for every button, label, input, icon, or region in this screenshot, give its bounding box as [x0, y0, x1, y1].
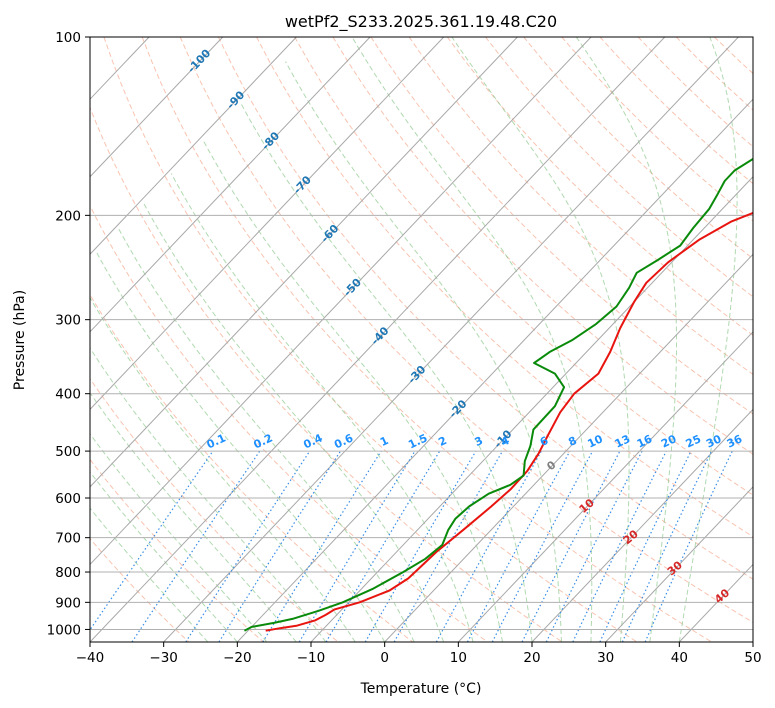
y-tick-label: 1000 — [47, 622, 81, 638]
y-tick-label: 500 — [55, 444, 81, 460]
x-axis-label: Temperature (°C) — [360, 681, 482, 697]
moist-adiabat-line — [241, 104, 533, 642]
isotherm-line — [90, 37, 518, 488]
y-tick-label: 600 — [55, 491, 81, 507]
isotherm-line — [384, 253, 753, 642]
y-tick-label: 300 — [55, 313, 81, 329]
dry-adiabat-line — [370, 37, 753, 415]
moist-adiabat-line — [351, 37, 593, 642]
y-tick-label: 200 — [55, 208, 81, 224]
y-tick-label: 900 — [55, 595, 81, 611]
dry-adiabat-line — [90, 458, 264, 642]
mixing-ratio-line — [298, 450, 416, 642]
y-tick-label: 100 — [55, 30, 81, 46]
isotherm-line — [605, 486, 753, 642]
chart-title: wetPf2_S233.2025.361.19.48.C20 — [285, 12, 557, 32]
y-tick-label: 700 — [55, 531, 81, 547]
mixing-ratio-label: 10 — [586, 432, 606, 450]
isotherm-line — [90, 37, 297, 256]
x-tick-label: 50 — [744, 650, 761, 666]
x-tick-label: 0 — [380, 650, 389, 666]
line-labels: -100-90-80-70-60-50-40-30-20-100.1 0.2 0.4… — [185, 46, 745, 606]
mixing-ratio-line — [393, 450, 504, 642]
x-tick-label: −40 — [76, 650, 105, 666]
moist-adiabat-line — [678, 37, 738, 642]
mixing-ratio-line — [90, 450, 214, 631]
mixing-ratio-label: 36 — [725, 432, 745, 450]
mixing-ratio-label: 16 — [635, 432, 655, 450]
profile-series — [243, 157, 753, 632]
dry-adiabat-line — [90, 204, 488, 642]
dry-adiabat-line — [446, 37, 753, 336]
moist-adiabat-line — [170, 173, 474, 642]
isotherm-line — [531, 408, 753, 642]
x-tick-label: −20 — [223, 650, 252, 666]
isotherm-line — [457, 331, 753, 642]
isotherm-line — [90, 37, 666, 642]
mixing-ratio-label: 25 — [684, 432, 703, 450]
moist-adiabat-line — [142, 201, 445, 642]
dry-adiabat-line — [141, 37, 712, 642]
dry-adiabat-line — [179, 37, 753, 623]
mixing-ratio-line — [131, 450, 261, 642]
isotherm-line — [163, 37, 739, 642]
axes: −40 −30 −20 −10 0 10 20 30 40 50 100 200 300 400 500 60… — [47, 30, 762, 666]
moist-adiabat-line — [90, 432, 268, 642]
dry-adiabat-line — [103, 37, 638, 642]
mixing-ratio-line — [262, 450, 382, 642]
moist-adiabat-line — [575, 37, 677, 642]
dewpoint-line — [243, 157, 753, 632]
x-tick-label: 10 — [450, 650, 467, 666]
y-axis-label: Pressure (hPa) — [12, 290, 28, 390]
dry-adiabat-line — [485, 37, 753, 298]
mixing-ratio-line — [466, 450, 571, 642]
isotherm-line — [90, 37, 445, 411]
y-tick-label: 400 — [55, 387, 81, 403]
moist-adiabat-line — [285, 61, 562, 642]
dry-adiabat-line — [90, 106, 563, 642]
mixing-ratio-label: 20 — [659, 432, 679, 450]
mixing-ratio-line — [644, 450, 733, 642]
mixing-ratio-line — [545, 450, 643, 642]
moist-adiabat-line — [95, 251, 386, 642]
x-tick-label: −30 — [149, 650, 178, 666]
mixing-ratio-label: 30 — [704, 432, 724, 450]
isotherm-line — [90, 37, 371, 333]
mixing-ratio-label: 13 — [613, 432, 632, 450]
y-tick-label: 800 — [55, 565, 81, 581]
mixing-ratio-line — [572, 450, 667, 642]
moist-adiabat-line — [451, 37, 630, 642]
isotherm-line — [236, 98, 753, 642]
x-tick-label: −10 — [297, 650, 326, 666]
x-tick-label: 40 — [671, 650, 688, 666]
mixing-ratio-line — [185, 450, 311, 642]
moist-adiabat-line — [90, 471, 238, 642]
dry-adiabat-line — [332, 37, 753, 455]
plot-frame — [89, 36, 754, 643]
pressure-gridlines — [90, 37, 753, 630]
isotherm-line — [90, 37, 592, 566]
isotherm-line — [310, 176, 753, 642]
mixing-ratio-line — [435, 450, 542, 642]
x-tick-label: 20 — [523, 650, 540, 666]
mixing-ratio-line — [218, 450, 342, 642]
x-tick-label: 30 — [597, 650, 614, 666]
temperature-line — [265, 211, 753, 632]
moist-adiabat-line — [117, 227, 415, 642]
isotherm-line — [90, 37, 224, 178]
